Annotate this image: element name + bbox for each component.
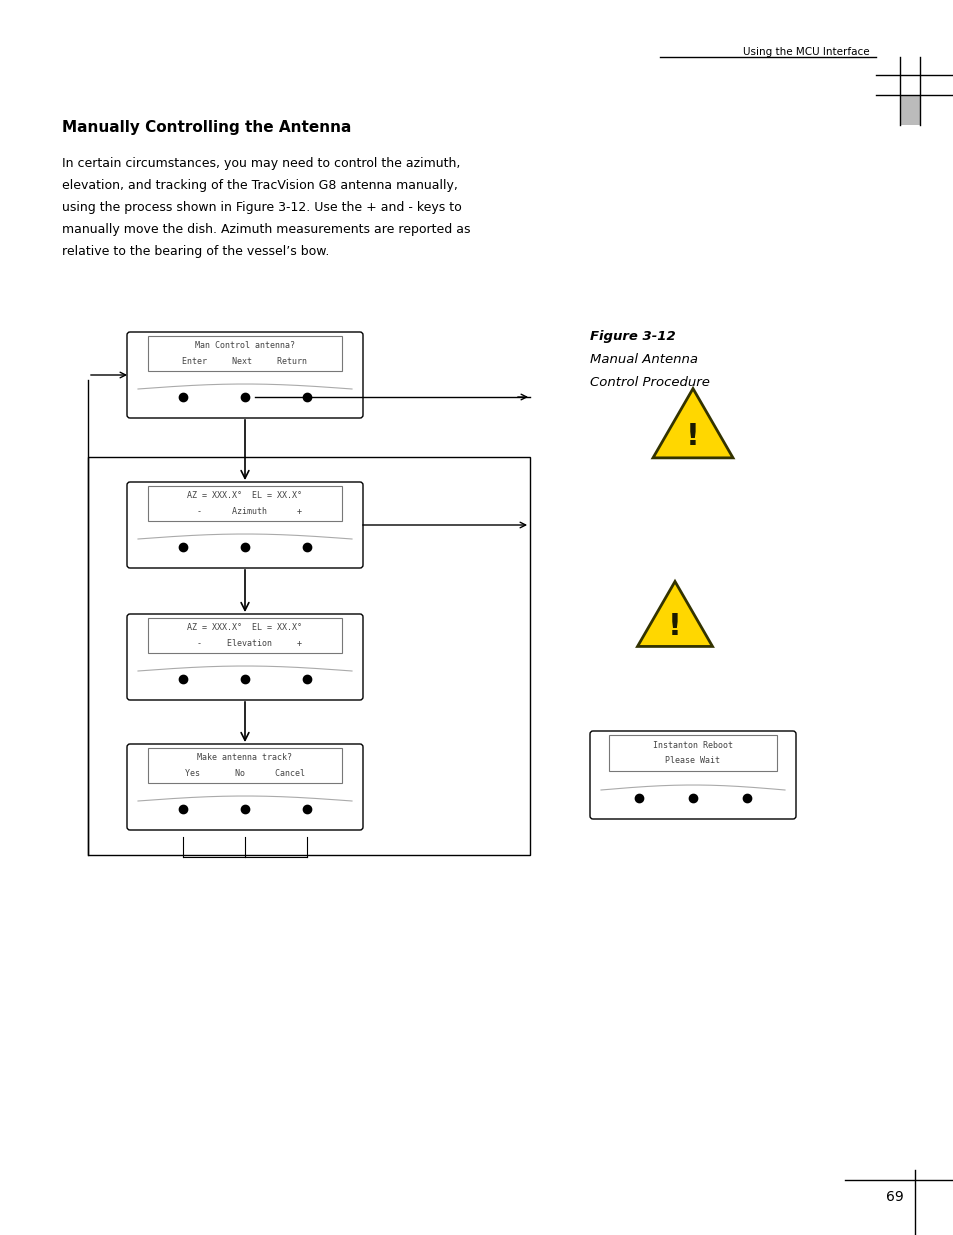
Text: -      Azimuth      +: - Azimuth + bbox=[188, 506, 302, 516]
Bar bbox=[899, 95, 919, 125]
Text: manually move the dish. Azimuth measurements are reported as: manually move the dish. Azimuth measurem… bbox=[62, 224, 470, 236]
Text: Control Procedure: Control Procedure bbox=[589, 375, 709, 389]
Text: 69: 69 bbox=[885, 1191, 902, 1204]
Text: AZ = XXX.X°  EL = XX.X°: AZ = XXX.X° EL = XX.X° bbox=[188, 624, 302, 632]
Text: Manually Controlling the Antenna: Manually Controlling the Antenna bbox=[62, 120, 351, 135]
FancyBboxPatch shape bbox=[149, 618, 341, 653]
Text: Man Control antenna?: Man Control antenna? bbox=[194, 341, 294, 351]
Text: Please Wait: Please Wait bbox=[665, 756, 720, 766]
FancyBboxPatch shape bbox=[149, 336, 341, 370]
Text: Yes       No      Cancel: Yes No Cancel bbox=[185, 768, 305, 778]
FancyBboxPatch shape bbox=[149, 485, 341, 521]
Text: elevation, and tracking of the TracVision G8 antenna manually,: elevation, and tracking of the TracVisio… bbox=[62, 179, 457, 191]
FancyBboxPatch shape bbox=[589, 731, 795, 819]
FancyBboxPatch shape bbox=[127, 743, 363, 830]
Polygon shape bbox=[652, 389, 732, 458]
FancyBboxPatch shape bbox=[127, 482, 363, 568]
Text: Using the MCU Interface: Using the MCU Interface bbox=[742, 47, 869, 57]
FancyBboxPatch shape bbox=[127, 614, 363, 700]
Text: !: ! bbox=[667, 611, 681, 641]
Text: !: ! bbox=[685, 422, 700, 451]
Text: using the process shown in Figure 3-12. Use the + and - keys to: using the process shown in Figure 3-12. … bbox=[62, 201, 461, 214]
Text: Instanton Reboot: Instanton Reboot bbox=[652, 741, 732, 750]
Text: Make antenna track?: Make antenna track? bbox=[197, 753, 293, 762]
Text: -     Elevation     +: - Elevation + bbox=[188, 638, 302, 647]
Text: Enter     Next     Return: Enter Next Return bbox=[182, 357, 307, 366]
Text: Figure 3-12: Figure 3-12 bbox=[589, 330, 675, 343]
FancyBboxPatch shape bbox=[127, 332, 363, 417]
FancyBboxPatch shape bbox=[149, 748, 341, 783]
Text: AZ = XXX.X°  EL = XX.X°: AZ = XXX.X° EL = XX.X° bbox=[188, 492, 302, 500]
Text: Manual Antenna: Manual Antenna bbox=[589, 353, 698, 366]
Text: relative to the bearing of the vessel’s bow.: relative to the bearing of the vessel’s … bbox=[62, 245, 329, 258]
Text: In certain circumstances, you may need to control the azimuth,: In certain circumstances, you may need t… bbox=[62, 157, 460, 170]
Bar bbox=[88, 457, 530, 855]
Polygon shape bbox=[637, 582, 712, 646]
FancyBboxPatch shape bbox=[608, 735, 776, 771]
